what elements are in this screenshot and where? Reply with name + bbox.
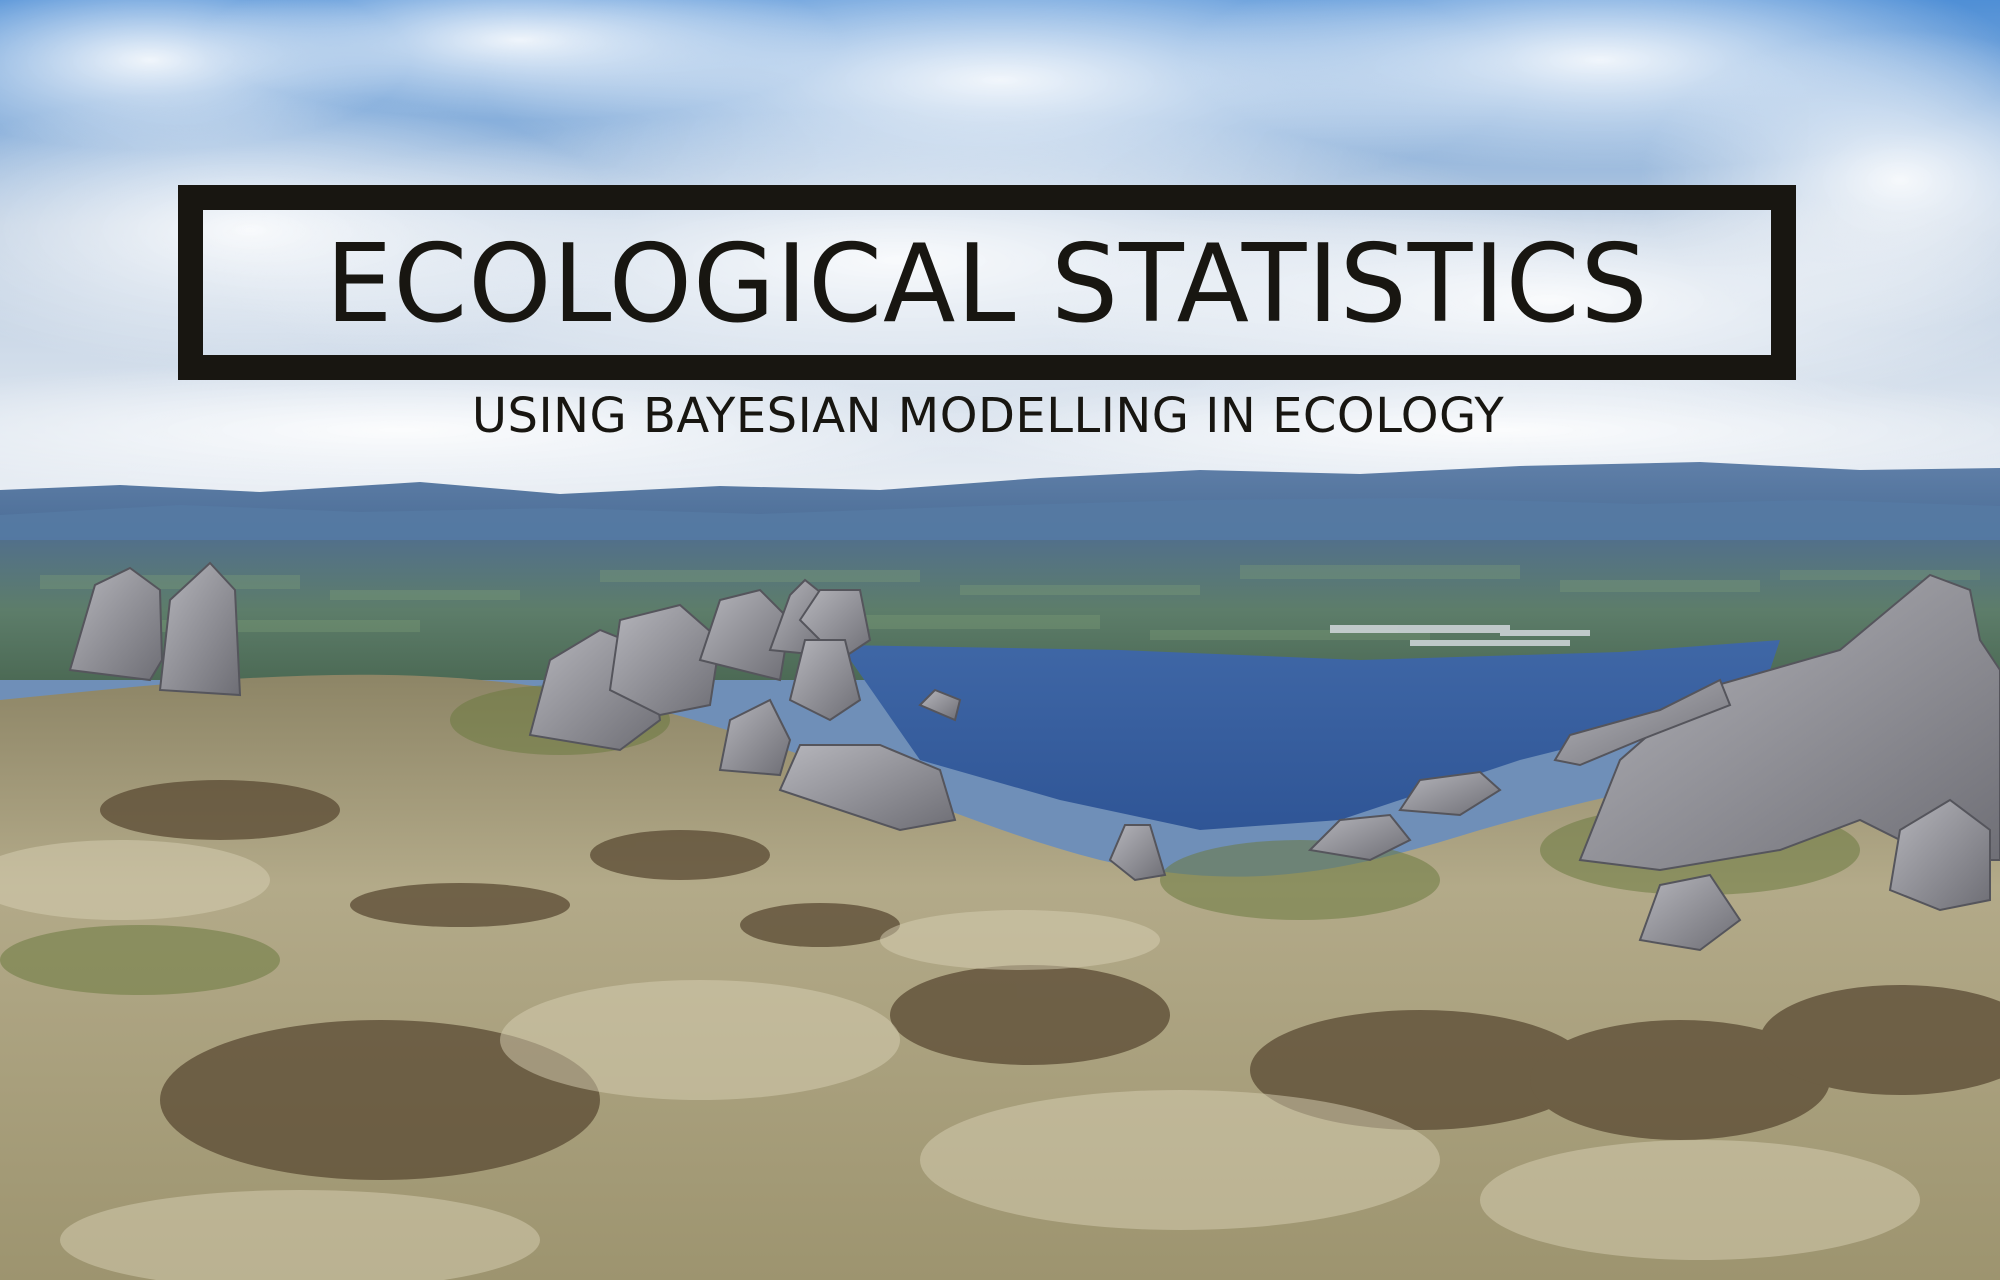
title-frame: ECOLOGICAL STATISTICS bbox=[178, 185, 1796, 380]
page-title: ECOLOGICAL STATISTICS bbox=[325, 221, 1649, 347]
page-subtitle: USING BAYESIAN MODELLING IN ECOLOGY bbox=[471, 388, 1505, 444]
